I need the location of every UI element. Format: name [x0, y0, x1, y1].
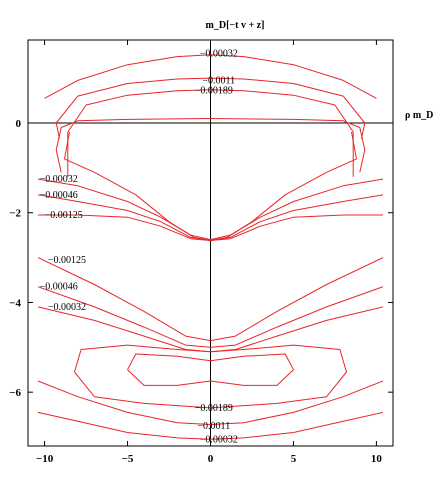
contour-label: −0.00032 [48, 302, 86, 313]
contour-label: −0.00032 [200, 48, 238, 59]
x-axis-title: ρ m_D [405, 110, 433, 121]
contour-line [37, 286, 384, 348]
contour-label: −0.0011 [202, 75, 235, 86]
y-tick-label: 0 [16, 118, 22, 130]
x-tick-label: −10 [36, 453, 54, 465]
contour-label: −0.00189 [195, 86, 233, 97]
y-tick-label: −2 [9, 208, 21, 220]
contour-line [55, 77, 366, 139]
contour-label: −0.00032 [200, 434, 238, 445]
contour-label: −0.00125 [48, 255, 86, 266]
contour-line [67, 89, 354, 177]
contour-line [127, 353, 294, 386]
contour-line [38, 214, 383, 241]
contour-line [37, 380, 384, 425]
contour-label: −0.00189 [195, 403, 233, 414]
y-tick-label: −6 [9, 387, 21, 399]
contour-label: −0.00125 [45, 210, 83, 221]
contour-label: −0.00032 [40, 174, 78, 185]
contour-line [37, 257, 384, 342]
contour-line [37, 411, 384, 440]
x-tick-label: −5 [122, 453, 134, 465]
contour-line [55, 118, 366, 173]
contour-label: −0.0011 [197, 421, 230, 432]
x-tick-label: 10 [371, 453, 383, 465]
chart-title: m_D[−t v + z] [206, 20, 265, 31]
contour-label: −0.00046 [40, 190, 78, 201]
y-tick-label: −4 [9, 297, 21, 309]
contour-line [37, 178, 384, 241]
x-tick-label: 0 [208, 453, 214, 465]
plot-area [28, 40, 393, 446]
contour-line [44, 54, 377, 99]
x-tick-label: 5 [291, 453, 297, 465]
contour-labels: −0.00032−0.0011−0.00189−0.00032−0.00046−… [40, 48, 238, 445]
contour-label: −0.00046 [40, 282, 78, 293]
axis-ticks: −10 −5 0 5 10 0 −2 −4 −6 [9, 40, 393, 465]
contour-line [74, 344, 347, 409]
